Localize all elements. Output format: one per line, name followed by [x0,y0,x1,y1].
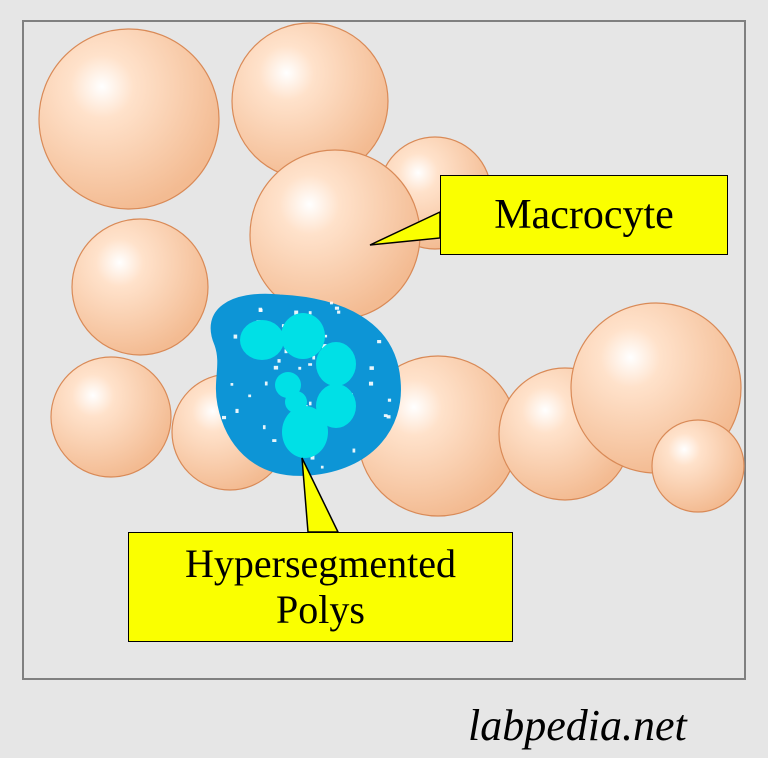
poly-nucleus-lobe [285,391,307,413]
watermark: labpedia.net [468,700,687,751]
poly-granule [337,311,340,314]
hypersegmented-poly-group [211,294,400,475]
poly-granule [335,307,339,310]
poly-granule [298,367,301,370]
poly-granule [353,449,356,453]
poly-granule [388,399,391,402]
poly-granule [259,308,262,312]
macrocyte-cell [51,357,171,477]
poly-granule [308,363,312,366]
poly-granule [330,302,333,305]
poly-granule [369,382,373,386]
callout-macrocyte: Macrocyte [440,175,728,255]
macrocyte-cell [39,29,219,209]
macrocyte-cell [72,219,208,355]
poly-nucleus-lobe [316,342,356,386]
callout-macrocyte-label: Macrocyte [494,191,674,239]
poly-granule [222,416,226,419]
poly-granule [272,439,276,442]
poly-granule [369,366,373,370]
poly-granule [263,425,266,429]
poly-granule [321,466,324,469]
poly-granule [231,383,234,386]
poly-nucleus-lobe [240,320,284,360]
poly-granule [309,311,312,314]
macrocyte-cell [652,420,744,512]
poly-nucleus-lobe [281,313,325,359]
poly-granule [387,415,391,418]
callout-polys: Hypersegmented Polys [128,532,513,642]
diagram-scene [0,0,768,758]
poly-nucleus-lobe [282,406,328,458]
callout-polys-label: Hypersegmented Polys [185,541,456,633]
poly-granule [235,409,238,413]
poly-granule [265,382,268,386]
poly-granule [277,359,280,363]
poly-granule [248,395,251,398]
poly-granule [377,340,381,343]
watermark-text: labpedia.net [468,701,687,750]
macrocyte-cells-group [39,23,744,516]
poly-granule [309,402,312,406]
poly-granule [274,366,278,370]
poly-granule [234,335,238,339]
